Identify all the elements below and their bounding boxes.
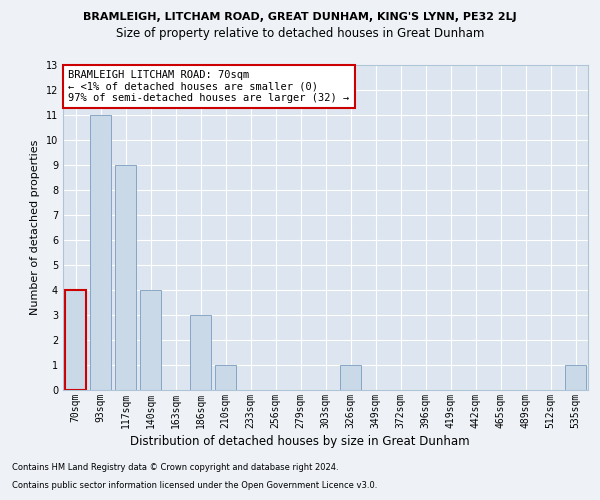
Text: Contains public sector information licensed under the Open Government Licence v3: Contains public sector information licen… bbox=[12, 481, 377, 490]
Bar bbox=[65, 290, 86, 390]
Text: BRAMLEIGH LITCHAM ROAD: 70sqm
← <1% of detached houses are smaller (0)
97% of se: BRAMLEIGH LITCHAM ROAD: 70sqm ← <1% of d… bbox=[68, 70, 349, 103]
Bar bbox=[140, 290, 161, 390]
Bar bbox=[90, 115, 111, 390]
Bar bbox=[215, 365, 236, 390]
Y-axis label: Number of detached properties: Number of detached properties bbox=[30, 140, 40, 315]
Bar bbox=[190, 315, 211, 390]
Text: BRAMLEIGH, LITCHAM ROAD, GREAT DUNHAM, KING'S LYNN, PE32 2LJ: BRAMLEIGH, LITCHAM ROAD, GREAT DUNHAM, K… bbox=[83, 12, 517, 22]
Text: Distribution of detached houses by size in Great Dunham: Distribution of detached houses by size … bbox=[130, 435, 470, 448]
Text: Contains HM Land Registry data © Crown copyright and database right 2024.: Contains HM Land Registry data © Crown c… bbox=[12, 464, 338, 472]
Text: Size of property relative to detached houses in Great Dunham: Size of property relative to detached ho… bbox=[116, 28, 484, 40]
Bar bbox=[115, 165, 136, 390]
Bar bbox=[340, 365, 361, 390]
Bar bbox=[565, 365, 586, 390]
